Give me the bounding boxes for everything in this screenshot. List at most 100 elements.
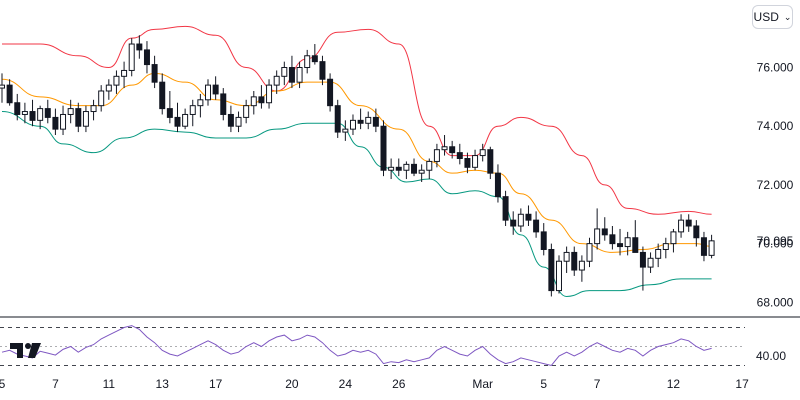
candle (563, 246, 570, 273)
candle (121, 61, 128, 89)
candle-body (678, 219, 685, 233)
candle (662, 237, 669, 259)
bollinger-lower-line (1, 111, 712, 297)
candle-body (143, 49, 150, 66)
candle (159, 73, 166, 115)
candle (189, 99, 196, 127)
candle (0, 73, 5, 103)
candle (151, 55, 158, 89)
candle-body (548, 248, 555, 292)
candle-body (662, 243, 669, 250)
candle-body (365, 116, 372, 124)
candle-body (243, 105, 250, 118)
last-price-label: 70.095 (757, 234, 794, 248)
candle-body (342, 128, 349, 133)
chevron-down-icon: ⌄ (783, 11, 792, 22)
candle (655, 243, 662, 268)
candle-body (700, 237, 707, 256)
candle (334, 99, 341, 138)
candle-body (121, 69, 128, 77)
candle (250, 90, 257, 115)
candle-body (594, 228, 601, 245)
candle-body (44, 108, 51, 118)
x-tick-label: 17 (735, 377, 749, 391)
candle-body (449, 146, 456, 154)
candle (212, 76, 219, 100)
candle-body (388, 166, 395, 171)
candle-body (533, 219, 540, 233)
candle (685, 214, 692, 232)
candle-body (113, 75, 120, 86)
candle-body (464, 158, 471, 168)
candle-body (205, 84, 212, 101)
x-tick-label: 11 (103, 377, 116, 391)
candle (494, 164, 501, 203)
candle-body (411, 163, 418, 174)
candle-body (319, 61, 326, 80)
candle-body (426, 160, 433, 171)
candle-body (327, 78, 334, 107)
candle-body (189, 105, 196, 115)
candle (426, 158, 433, 180)
candle-body (14, 102, 21, 115)
candle-body (418, 169, 425, 174)
candle (37, 105, 44, 130)
candle (586, 237, 593, 268)
candle (487, 146, 494, 180)
candle (243, 99, 250, 124)
currency-selector[interactable]: USD ⌄ (752, 5, 793, 29)
candle (14, 93, 21, 121)
candle-body (82, 111, 89, 127)
candle (708, 234, 715, 259)
candle-body (0, 84, 5, 89)
candle (357, 108, 364, 130)
candle (441, 135, 448, 156)
candle (136, 35, 143, 59)
candle-body (37, 108, 44, 121)
y-tick-label: 74.000 (757, 119, 794, 133)
candle-body (433, 149, 440, 162)
candle-body (502, 196, 509, 221)
candle-body (349, 119, 356, 130)
candle (472, 149, 479, 171)
candle-body (555, 260, 562, 292)
candle-body (98, 90, 105, 107)
candle (304, 49, 311, 74)
candle-body (281, 67, 288, 77)
candle-body (159, 81, 166, 110)
tradingview-logo[interactable] (10, 341, 44, 359)
candle (288, 55, 295, 89)
candle (578, 255, 585, 282)
candle (624, 231, 631, 256)
candle (609, 226, 616, 250)
candle (319, 55, 326, 86)
candle (617, 228, 624, 256)
candle-body (708, 240, 715, 256)
candle (227, 105, 234, 133)
candle-body (540, 231, 547, 250)
candle-body (166, 108, 173, 118)
bollinger-upper-line (1, 25, 712, 215)
candle (380, 120, 387, 177)
candle-body (258, 96, 265, 104)
candle-body (304, 55, 311, 69)
candle (693, 220, 700, 247)
rsi-pane (0, 325, 745, 367)
candle (548, 243, 555, 297)
candle (517, 208, 524, 232)
x-tick-label: 7 (594, 377, 601, 391)
candle (639, 246, 646, 291)
candle (90, 99, 97, 121)
candle-body (60, 113, 67, 130)
candle-body (75, 108, 82, 127)
candle (205, 79, 212, 106)
bollinger-basis-line (1, 72, 712, 253)
price-axis: 68.000 70.000 72.000 74.000 76.000 70.095 40.0… (756, 61, 794, 363)
candle (418, 164, 425, 182)
candle (166, 90, 173, 124)
candle-body (617, 243, 624, 248)
candle-body (670, 231, 677, 245)
candle (273, 70, 280, 94)
candle-body (174, 116, 181, 127)
